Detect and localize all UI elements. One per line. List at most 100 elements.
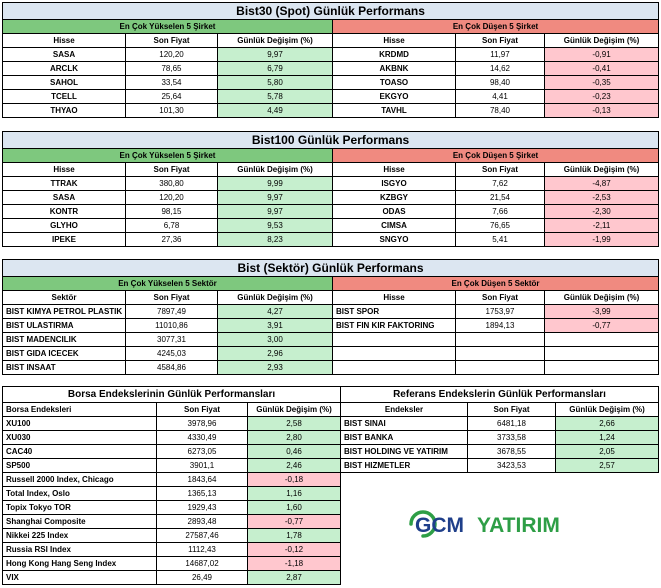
col-header-stock: Hisse <box>2 33 126 48</box>
loser-name: ODAS <box>332 204 456 219</box>
index-change: -0,77 <box>246 514 342 529</box>
gainer-price: 33,54 <box>125 75 218 90</box>
gainer-price: 98,15 <box>125 204 218 219</box>
table-row: KONTR 98,15 9,97 ODAS 7,66 -2,30 <box>2 204 660 219</box>
index-price: 3901,1 <box>156 458 248 473</box>
index-change: 2,57 <box>554 458 660 473</box>
loser-name: KRDMD <box>332 47 456 62</box>
col-header-change: Günlük Değişim (%) <box>246 402 342 417</box>
loser-name: AKBNK <box>332 61 456 76</box>
table-row: SASA 120,20 9,97 KRDMD 11,97 -0,91 <box>2 47 660 62</box>
col-header-stock: Hisse <box>332 33 456 48</box>
table-row: TCELL 25,64 5,78 EKGYO 4,41 -0,23 <box>2 89 660 104</box>
col-header-price: Son Fiyat <box>156 402 248 417</box>
index-name: CAC40 <box>2 444 157 459</box>
bist100-title: Bist100 Günlük Performans <box>1 131 660 149</box>
index-name: BIST HIZMETLER <box>340 458 468 473</box>
loser-price: 76,65 <box>455 218 545 233</box>
gainer-price: 27,36 <box>125 232 218 247</box>
loser-price: 98,40 <box>455 75 545 90</box>
table-row: CAC40 6273,05 0,46 <box>2 444 342 459</box>
loser-change: -0,35 <box>543 75 660 90</box>
index-change: 2,58 <box>246 416 342 431</box>
gainer-price: 6,78 <box>125 218 218 233</box>
gainer-change: 2,93 <box>217 360 333 375</box>
index-change: -1,18 <box>246 556 342 571</box>
empty-cell <box>332 346 456 361</box>
index-price: 4330,49 <box>156 430 248 445</box>
gainer-price: 101,30 <box>125 103 218 118</box>
loser-change: -4,87 <box>543 176 660 191</box>
index-name: XU030 <box>2 430 157 445</box>
gainer-change: 9,97 <box>217 190 333 205</box>
table-row: XU030 4330,49 2,80 <box>2 430 342 445</box>
loser-price: 14,62 <box>455 61 545 76</box>
table-row: Nikkei 225 Index 27587,46 1,78 <box>2 528 342 543</box>
gainer-name: SASA <box>2 47 126 62</box>
col-header-price: Son Fiyat <box>455 162 545 177</box>
table-row: BIST MADENCILIK 3077,31 3,00 <box>2 332 660 347</box>
col-header-price: Son Fiyat <box>125 162 218 177</box>
index-price: 1929,43 <box>156 500 248 515</box>
col-header-change: Günlük Değişim (%) <box>554 402 660 417</box>
reference-indices-table: Referans Endekslerin Günlük Performansla… <box>339 386 660 473</box>
logo-gcm-text: GCM <box>415 514 464 537</box>
col-header-change: Günlük Değişim (%) <box>543 290 660 305</box>
table-row: BIST HOLDING VE YATIRIM 3678,55 2,05 <box>340 444 660 459</box>
gainer-name: SASA <box>2 190 126 205</box>
bist30-losers-title: En Çok Düşen 5 Şirket <box>331 19 660 34</box>
index-name: Nikkei 225 Index <box>2 528 157 543</box>
logo-swoosh-icon: GCM YATIRIM <box>409 510 560 538</box>
table-row: BIST HIZMETLER 3423,53 2,57 <box>340 458 660 473</box>
empty-cell <box>543 346 660 361</box>
index-change: 1,60 <box>246 500 342 515</box>
gainer-name: ARCLK <box>2 61 126 76</box>
table-row: Russell 2000 Index, Chicago 1843,64 -0,18 <box>2 472 342 487</box>
gainer-name: IPEKE <box>2 232 126 247</box>
index-name: Russell 2000 Index, Chicago <box>2 472 157 487</box>
gainer-change: 8,23 <box>217 232 333 247</box>
loser-change: -0,41 <box>543 61 660 76</box>
loser-change: -1,99 <box>543 232 660 247</box>
index-name: Russia RSI Index <box>2 542 157 557</box>
gainer-change: 9,99 <box>217 176 333 191</box>
col-header-index: Endeksler <box>340 402 468 417</box>
bist100-losers-title: En Çok Düşen 5 Şirket <box>331 148 660 163</box>
gainer-name: GLYHO <box>2 218 126 233</box>
col-header-change: Günlük Değişim (%) <box>217 290 333 305</box>
col-header-index: Borsa Endeksleri <box>2 402 157 417</box>
loser-name: BIST SPOR <box>332 304 456 319</box>
gainer-change: 5,80 <box>217 75 333 90</box>
table-row: ARCLK 78,65 6,79 AKBNK 14,62 -0,41 <box>2 61 660 76</box>
index-name: BIST BANKA <box>340 430 468 445</box>
exchange-indices-table: Borsa Endekslerinin Günlük Performanslar… <box>1 386 342 585</box>
table-row: Total Index, Oslo 1365,13 1,16 <box>2 486 342 501</box>
sector-title: Bist (Sektör) Günlük Performans <box>1 259 660 277</box>
gainer-change: 4,27 <box>217 304 333 319</box>
table-row: BIST KIMYA PETROL PLASTIK 7897,49 4,27 BIST… <box>2 304 660 319</box>
loser-name: CIMSA <box>332 218 456 233</box>
col-header-change: Günlük Değişim (%) <box>543 33 660 48</box>
bist30-table: Bist30 (Spot) Günlük Performans En Çok Y… <box>1 2 660 118</box>
table-row: Topix Tokyo TOR 1929,43 1,60 <box>2 500 342 515</box>
empty-cell <box>332 332 456 347</box>
sector-table: Bist (Sektör) Günlük Performans En Çok Y… <box>1 259 660 375</box>
index-change: 2,66 <box>554 416 660 431</box>
index-change: 1,16 <box>246 486 342 501</box>
empty-cell <box>543 360 660 375</box>
index-price: 3678,55 <box>467 444 556 459</box>
gainer-price: 7897,49 <box>125 304 218 319</box>
bist30-title: Bist30 (Spot) Günlük Performans <box>1 2 660 20</box>
index-price: 27587,46 <box>156 528 248 543</box>
loser-price: 21,54 <box>455 190 545 205</box>
table-row: XU100 3978,96 2,58 <box>2 416 342 431</box>
gainer-name: BIST KIMYA PETROL PLASTIK <box>2 304 126 319</box>
index-price: 6481,18 <box>467 416 556 431</box>
loser-change: -3,99 <box>543 304 660 319</box>
index-price: 14687,02 <box>156 556 248 571</box>
loser-name: BIST FIN KIR FAKTORING <box>332 318 456 333</box>
loser-price: 1753,97 <box>455 304 545 319</box>
index-change: -0,12 <box>246 542 342 557</box>
gainer-price: 120,20 <box>125 47 218 62</box>
gcm-yatirim-logo: GCM YATIRIM <box>405 508 575 540</box>
